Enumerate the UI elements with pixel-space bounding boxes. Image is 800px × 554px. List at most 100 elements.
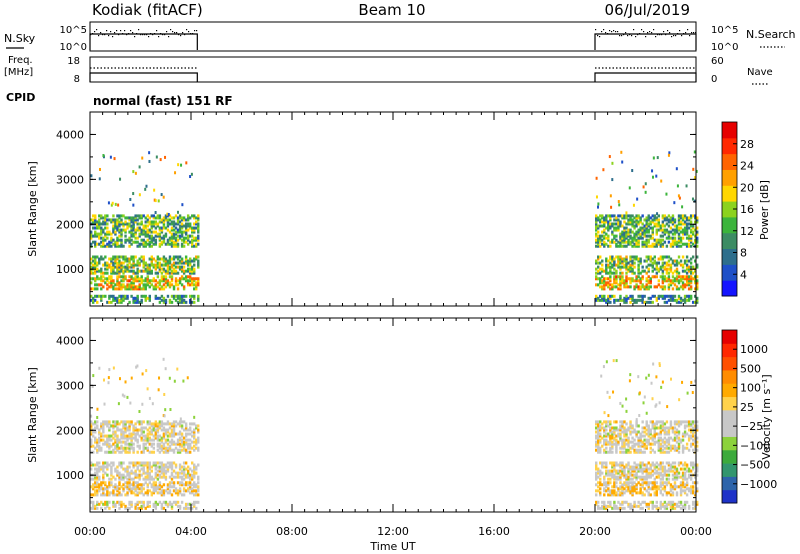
power-echo-cell	[94, 283, 97, 287]
power-echo-cell	[637, 222, 640, 226]
velocity-echo-cell	[653, 430, 656, 434]
velocity-echo-cell	[667, 442, 671, 446]
velocity-echo-cell	[142, 504, 145, 508]
velocity-echo-cell	[114, 487, 117, 491]
velocity-echo-cell	[193, 430, 196, 434]
velocity-echo-cell	[142, 500, 145, 504]
velocity-echo-cell	[90, 463, 93, 467]
power-echo-cell	[193, 296, 196, 300]
velocity-echo-cell	[112, 432, 115, 436]
power-echo-cell	[106, 287, 109, 291]
noise-search-dot	[142, 34, 144, 36]
power-echo-cell	[679, 275, 683, 279]
velocity-echo-cell	[599, 506, 602, 510]
velocity-echo-cell	[92, 422, 95, 426]
velocity-echo-cell	[625, 422, 628, 426]
power-echo-cell	[104, 238, 107, 242]
power-echo-cell	[627, 228, 630, 232]
power-echo-cell	[168, 265, 172, 269]
power-echo-cell	[146, 234, 149, 238]
velocity-echo-cell	[673, 422, 677, 426]
freq-label-line1: Freq.	[8, 55, 33, 66]
velocity-echo-cell	[186, 376, 189, 380]
velocity-echo-cell	[679, 438, 683, 442]
power-echo-cell	[657, 222, 661, 226]
power-echo-cell	[150, 271, 153, 275]
velocity-echo-cell	[607, 477, 610, 481]
velocity-echo-cell	[615, 426, 618, 430]
power-echo-cell	[144, 263, 147, 267]
power-echo-cell	[635, 244, 638, 248]
velocity-echo-cell	[180, 481, 184, 485]
velocity-echo-cell	[661, 467, 665, 471]
power-colorbar-tick-label: 16	[740, 203, 754, 216]
power-echo-cell	[111, 201, 114, 205]
power-echo-cell	[142, 238, 145, 242]
power-echo-cell	[649, 263, 652, 267]
velocity-echo-cell	[128, 485, 131, 489]
velocity-echo-cell	[169, 408, 172, 412]
power-echo-cell	[635, 255, 638, 259]
power-echo-cell	[696, 275, 699, 279]
velocity-echo-cell	[130, 440, 133, 444]
power-echo-cell	[174, 283, 178, 287]
power-echo-cell	[188, 279, 192, 283]
power-echo-cell	[687, 259, 691, 263]
velocity-echo-cell	[134, 481, 137, 485]
velocity-echo-cell	[164, 446, 168, 450]
power-echo-cell	[647, 234, 650, 238]
velocity-echo-cell	[156, 477, 160, 481]
power-echo-cell	[164, 214, 168, 218]
velocity-echo-cell	[140, 483, 143, 487]
power-echo-cell	[122, 269, 125, 273]
velocity-echo-cell	[643, 481, 646, 485]
velocity-echo-cell	[164, 440, 168, 444]
velocity-echo-cell	[603, 426, 606, 430]
power-echo-cell	[195, 216, 198, 220]
velocity-echo-cell	[693, 436, 697, 440]
power-echo-cell	[124, 222, 127, 226]
velocity-echo-cell	[193, 483, 196, 487]
noise-search-dot	[118, 34, 120, 36]
velocity-echo-cell	[609, 481, 612, 485]
velocity-echo-cell	[129, 401, 132, 405]
power-echo-cell	[597, 240, 600, 244]
velocity-echo-cell	[661, 493, 665, 497]
power-echo-cell	[116, 287, 119, 291]
velocity-echo-cell	[186, 438, 190, 442]
velocity-echo-cell	[136, 432, 139, 436]
power-echo-cell	[130, 242, 133, 246]
velocity-echo-cell	[132, 442, 135, 446]
power-echo-cell	[162, 300, 166, 304]
power-echo-cell	[633, 298, 636, 302]
power-echo-cell	[162, 287, 166, 291]
power-echo-cell	[146, 220, 149, 224]
velocity-echo-cell	[681, 432, 685, 436]
power-echo-cell	[118, 228, 121, 232]
velocity-colorbar-tick-label: 25	[740, 401, 754, 414]
power-echo-cell	[693, 238, 697, 242]
power-echo-cell	[106, 261, 109, 265]
velocity-echo-cell	[685, 477, 689, 481]
power-echo-cell	[176, 230, 180, 234]
power-echo-cell	[120, 232, 123, 236]
velocity-echo-cell	[611, 434, 614, 438]
power-echo-cell	[639, 261, 642, 265]
power-echo-cell	[605, 257, 608, 261]
power-echo-cell	[605, 259, 608, 263]
power-echo-cell	[595, 216, 598, 220]
power-echo-cell	[679, 263, 683, 267]
power-echo-cell	[681, 205, 684, 209]
power-echo-cell	[122, 222, 125, 226]
power-echo-cell	[645, 279, 648, 283]
power-echo-cell	[172, 257, 176, 261]
power-echo-cell	[683, 296, 687, 300]
velocity-echo-cell	[134, 422, 137, 426]
velocity-echo-cell	[142, 420, 145, 424]
velocity-echo-cell	[627, 489, 630, 493]
velocity-echo-cell	[148, 442, 151, 446]
power-echo-cell	[176, 220, 180, 224]
power-echo-cell	[112, 269, 115, 273]
velocity-echo-cell	[613, 461, 616, 465]
